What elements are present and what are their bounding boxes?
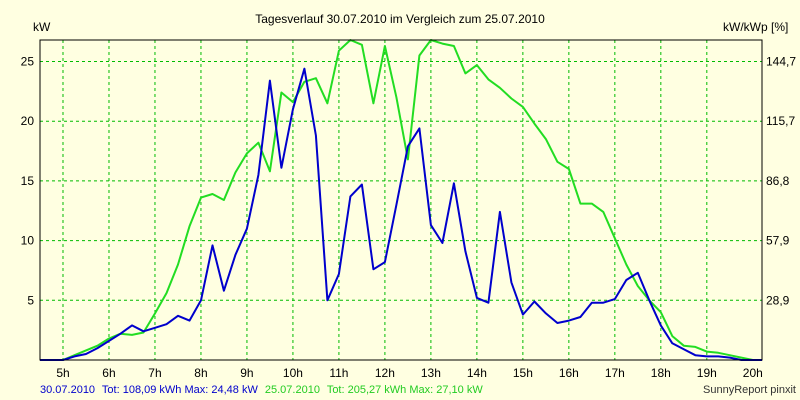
y-axis-right-unit: kW/kWp [%] xyxy=(723,20,788,34)
y-right-tick-label: 57,9 xyxy=(766,234,790,248)
y-left-tick-label: 25 xyxy=(21,54,35,68)
x-tick-label: 16h xyxy=(559,366,579,380)
y-left-tick-label: 5 xyxy=(27,293,34,307)
y-right-tick-label: 86,8 xyxy=(766,174,790,188)
y-axis-left-tick-labels: 5 10 15 20 25 xyxy=(21,54,35,307)
legend-series-2-stats: Tot: 205,27 kWh Max: 27,10 kW xyxy=(327,384,484,396)
x-tick-label: 7h xyxy=(148,366,161,380)
legend-series-2-date: 25.07.2010 xyxy=(265,384,320,396)
x-axis-tick-labels: 5h 6h 7h 8h 9h 10h 11h 12h 13h 14h 15h 16h 17h 18h 19h… xyxy=(56,366,763,380)
plot-background xyxy=(40,40,762,360)
x-tick-label: 14h xyxy=(467,366,487,380)
y-axis-left-unit: kW xyxy=(33,20,51,34)
legend-series-1-stats: Tot: 108,09 kWh Max: 24,48 kW xyxy=(102,384,259,396)
x-tick-label: 12h xyxy=(375,366,395,380)
x-tick-label: 8h xyxy=(194,366,207,380)
x-tick-label: 6h xyxy=(102,366,115,380)
x-tick-label: 15h xyxy=(513,366,533,380)
x-tick-label: 5h xyxy=(56,366,69,380)
x-tick-label: 17h xyxy=(605,366,625,380)
x-tick-label: 13h xyxy=(421,366,441,380)
x-tick-label: 19h xyxy=(697,366,717,380)
y-left-tick-label: 10 xyxy=(21,234,35,248)
legend-footer: 30.07.2010 Tot: 108,09 kWh Max: 24,48 kW… xyxy=(40,384,483,396)
x-tick-label: 18h xyxy=(651,366,671,380)
grid xyxy=(40,40,762,360)
y-right-tick-label: 144,7 xyxy=(766,54,796,68)
y-right-tick-label: 115,7 xyxy=(766,114,795,128)
series-line-2 xyxy=(40,39,762,361)
x-tick-label: 20h xyxy=(743,366,763,380)
y-right-tick-label: 28,9 xyxy=(766,293,790,307)
x-tick-label: 10h xyxy=(283,366,303,380)
legend-series-1-date: 30.07.2010 xyxy=(40,384,95,396)
x-tick-label: 11h xyxy=(329,366,348,380)
y-axis-right-tick-labels: 28,9 57,9 86,8 115,7 144,7 xyxy=(766,54,796,307)
y-left-tick-label: 20 xyxy=(21,114,35,128)
x-tick-label: 9h xyxy=(240,366,253,380)
series-line-1 xyxy=(40,67,762,361)
chart-title: Tagesverlauf 30.07.2010 im Vergleich zum… xyxy=(255,12,545,26)
y-left-tick-label: 15 xyxy=(21,174,35,188)
series-lines xyxy=(40,39,762,361)
plot-frame xyxy=(39,39,763,361)
credit-text: SunnyReport pinxit xyxy=(703,384,796,396)
